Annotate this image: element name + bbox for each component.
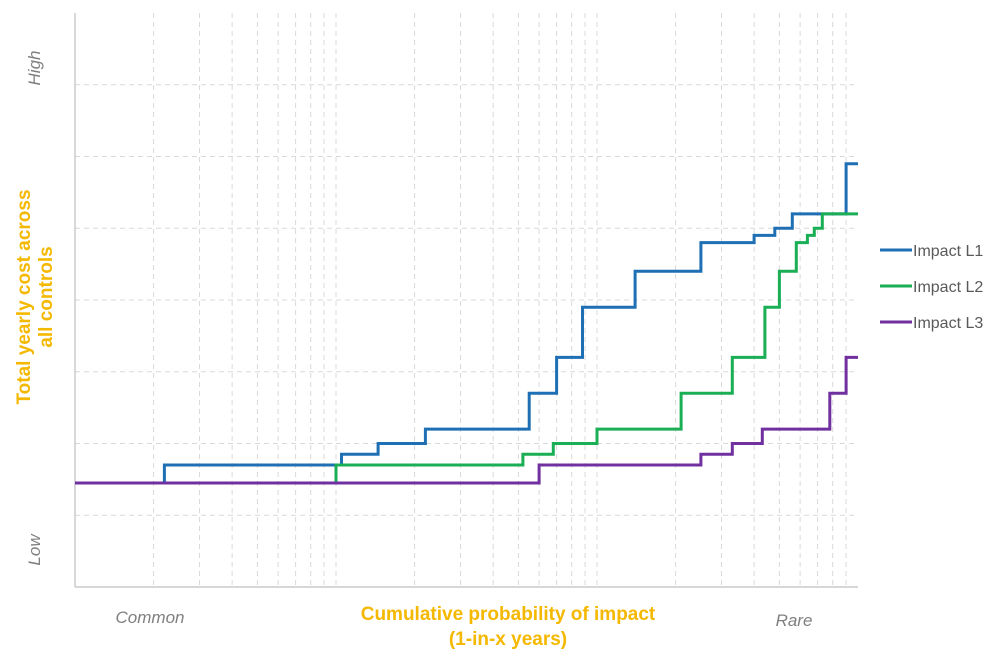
- gridlines: [75, 13, 858, 587]
- legend-label: Impact L2: [913, 279, 983, 296]
- legend-item-2: Impact L2: [880, 279, 983, 296]
- legend-item-3: Impact L3: [880, 315, 983, 332]
- axes: [74, 13, 858, 588]
- y-axis-title-line-1: Total yearly cost across: [14, 189, 35, 404]
- legend-label: Impact L3: [913, 315, 983, 332]
- y-tick-high: High: [25, 51, 44, 86]
- y-axis-title-line-2: all controls: [36, 246, 57, 347]
- legend-item-1: Impact L1: [880, 243, 983, 260]
- legend: Impact L1 Impact L2 Impact L3: [880, 243, 983, 332]
- x-axis-title-line-1: Cumulative probability of impact: [361, 604, 656, 625]
- y-axis-title: Total yearly cost across all controls: [14, 189, 57, 404]
- x-tick-common: Common: [116, 608, 185, 627]
- series-line-2: [75, 212, 858, 485]
- series-line-1: [75, 162, 858, 485]
- series-layer: [75, 162, 858, 485]
- y-tick-low: Low: [25, 533, 44, 566]
- x-axis-title: Cumulative probability of impact (1-in-x…: [361, 604, 656, 650]
- series-line-3: [75, 355, 858, 485]
- x-axis-title-line-2: (1-in-x years): [449, 629, 567, 650]
- legend-label: Impact L1: [913, 243, 983, 260]
- x-tick-rare: Rare: [776, 611, 813, 630]
